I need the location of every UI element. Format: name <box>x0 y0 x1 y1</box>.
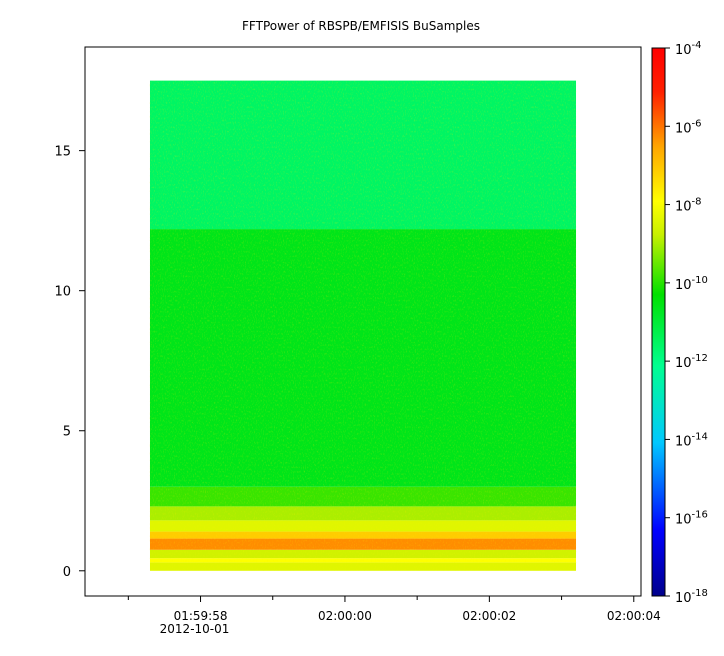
colorbar-tick-label: 10-6 <box>675 118 702 136</box>
heatmap-band <box>149 562 577 571</box>
heatmap-noise-texture <box>150 81 576 571</box>
x-tick-label: 02:00:04 <box>607 609 661 623</box>
colorbar-tick-label: 10-16 <box>675 510 708 528</box>
y-axis: 0 5 10 15 <box>54 145 85 580</box>
heatmap-band <box>149 549 577 559</box>
y-tick-label: 5 <box>63 425 71 440</box>
y-tick-label: 15 <box>54 145 71 160</box>
heatmap-band <box>149 506 577 521</box>
heatmap-band <box>149 538 577 550</box>
heatmap-band <box>149 229 577 487</box>
colorbar <box>651 47 666 597</box>
heatmap-area <box>149 80 577 571</box>
x-tick-label: 01:59:58 <box>174 609 228 623</box>
colorbar-tick-label: 10-18 <box>675 588 708 606</box>
x-tick-label: 02:00:00 <box>318 609 372 623</box>
heatmap-band <box>149 520 577 532</box>
heatmap-band <box>149 558 577 563</box>
colorbar-tick-label: 10-12 <box>675 353 708 371</box>
colorbar-tick-label: 10-14 <box>675 431 708 449</box>
heatmap-band <box>149 486 577 507</box>
colorbar-axis: 10-4 10-6 10-8 10-10 10-12 10-14 10-16 10-18 <box>665 40 708 606</box>
y-tick-label: 0 <box>63 565 71 580</box>
heatmap-band <box>149 80 577 230</box>
x-tick-date-label: 2012-10-01 <box>160 622 230 636</box>
colorbar-tick-label: 10-8 <box>675 197 702 215</box>
colorbar-tick-label: 10-10 <box>675 275 708 293</box>
y-tick-label: 10 <box>54 285 71 300</box>
heatmap-band <box>149 531 577 539</box>
colorbar-tick-label: 10-4 <box>675 40 702 58</box>
x-tick-label: 02:00:02 <box>462 609 516 623</box>
chart-title: FFTPower of RBSPB/EMFISIS BuSamples <box>242 19 480 33</box>
